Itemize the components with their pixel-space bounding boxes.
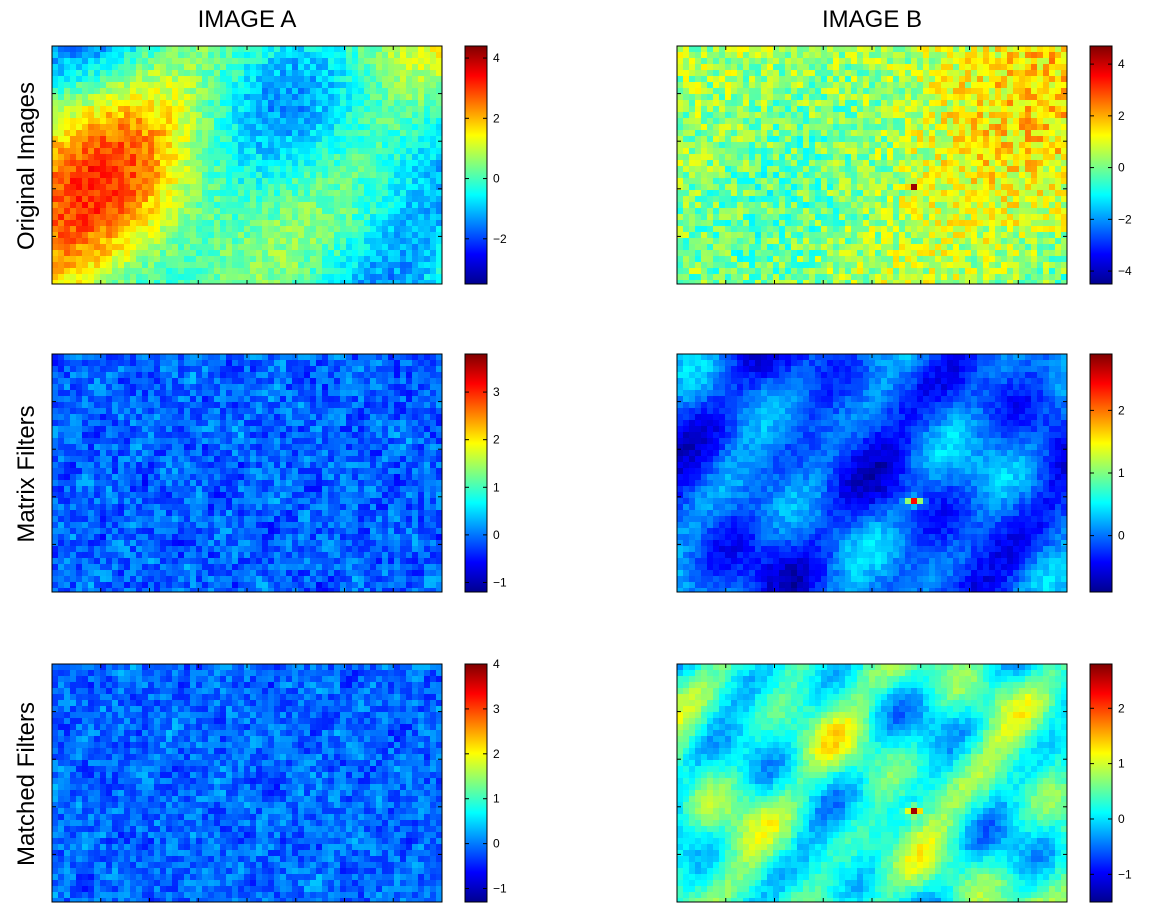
panel-3-a: 4 3 2 1 0 −1 (51, 657, 507, 903)
column-title-image-b: IMAGE B (821, 6, 923, 33)
colorbar-tick-label: 0 (1118, 529, 1125, 543)
colorbar-tick-label: 1 (1118, 757, 1125, 771)
panel-3-b: 2 1 0 −1 (676, 663, 1132, 903)
heatmap (677, 46, 1067, 284)
colorbar-tick-label: 3 (493, 702, 500, 716)
colorbar-tick-label: 0 (493, 528, 500, 542)
colorbar-tick-label: 0 (493, 172, 500, 186)
colorbar-tick-label: 2 (1118, 701, 1125, 715)
colorbar-tick-label: −1 (1118, 867, 1132, 881)
colorbar-tick-label: 0 (493, 837, 500, 851)
colorbar-tick-label: 0 (1118, 812, 1125, 826)
colorbar-tick-label: 2 (493, 111, 500, 125)
colorbar-tick-label: 2 (493, 747, 500, 761)
colorbar-tick-label: −1 (493, 575, 507, 589)
heatmap (52, 354, 442, 592)
colorbar-tick-label: 4 (493, 51, 500, 65)
colorbar-tick-label: 1 (493, 480, 500, 494)
colorbar (464, 663, 488, 903)
colorbar-tick-label: 2 (1118, 109, 1125, 123)
column-title-image-a: IMAGE A (197, 6, 297, 33)
colorbar-tick-label: 1 (493, 792, 500, 806)
colorbar-tick-label: 2 (1118, 403, 1125, 417)
colorbar (464, 353, 488, 593)
heatmap (677, 664, 1067, 902)
colorbar-tick-label: 4 (1118, 57, 1125, 71)
colorbar-tick-label: 0 (1118, 161, 1125, 175)
colorbar-tick-label: 4 (493, 657, 500, 671)
colorbar-tick-label: −2 (493, 232, 507, 246)
colorbar-tick-label: 1 (1118, 466, 1125, 480)
panel-2-b: 2 1 0 (676, 353, 1125, 593)
colorbar (1089, 663, 1113, 903)
colorbar (1089, 45, 1113, 285)
colorbar-tick-label: −2 (1118, 212, 1132, 226)
heatmap (52, 664, 442, 902)
colorbar (464, 45, 488, 285)
colorbar-tick-label: 3 (493, 385, 500, 399)
panel-2-a: 3 2 1 0 −1 (51, 353, 507, 593)
heatmap (52, 46, 442, 284)
colorbar-tick-label: −1 (493, 882, 507, 896)
colorbar-tick-label: 2 (493, 433, 500, 447)
heatmap (677, 354, 1067, 592)
colorbar-tick-label: −4 (1118, 264, 1132, 278)
panel-1-b: 4 2 0 −2 −4 (676, 45, 1132, 285)
panel-1-a: 4 2 0 −2 (51, 45, 507, 285)
